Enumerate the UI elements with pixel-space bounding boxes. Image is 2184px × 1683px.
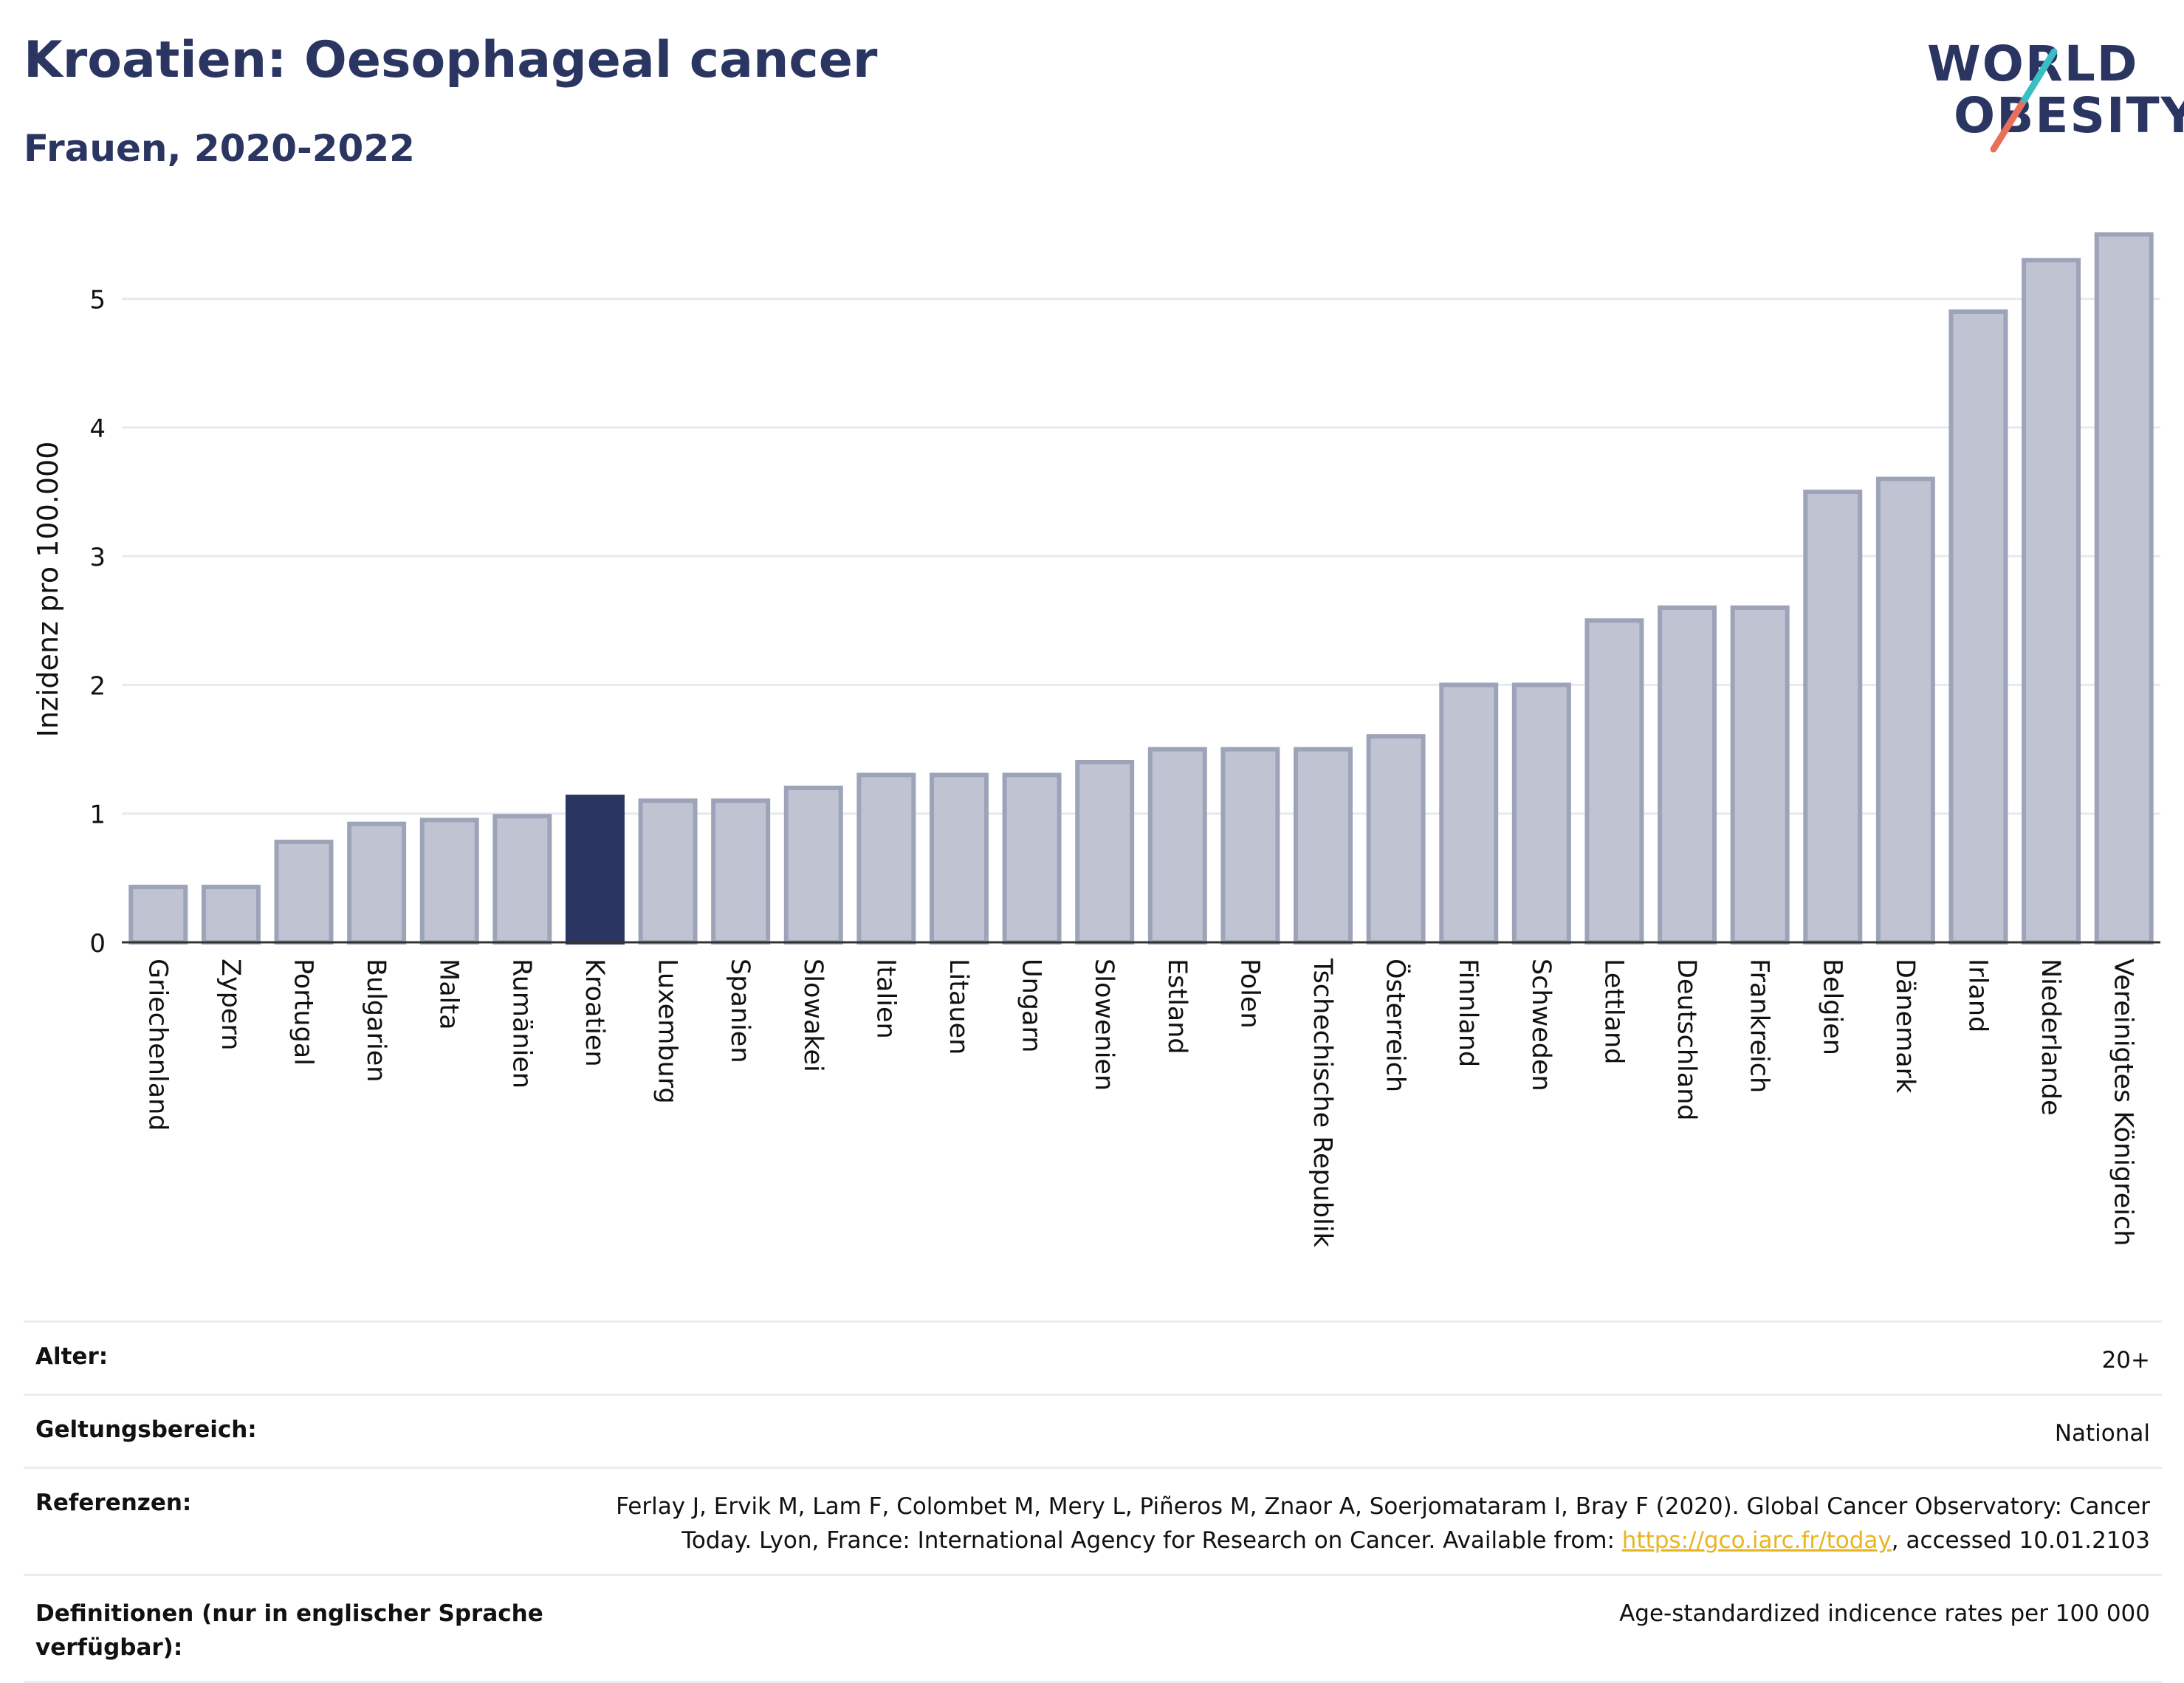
bar-slowakei [783, 785, 843, 945]
reference-line-2: Today. Lyon, France: International Agenc… [405, 1523, 2150, 1557]
x-tick-label: Slowenien [1089, 959, 1119, 1091]
bar-kroatien [565, 795, 625, 945]
bar-finnland [1439, 682, 1499, 945]
y-tick-label: 2 [89, 671, 106, 701]
x-tick-label: Österreich [1381, 959, 1412, 1092]
x-tick-label: Vereinigtes Königreich [2109, 959, 2138, 1246]
meta-row-references: Referenzen: Ferlay J, Ervik M, Lam F, Co… [24, 1467, 2162, 1574]
meta-value-age: 20+ [2101, 1347, 2150, 1374]
world-obesity-logo: WORLD OBESITY [1927, 30, 2184, 162]
x-tick-label: Italien [870, 959, 900, 1039]
bar-tschechische-republik [1294, 747, 1353, 945]
x-tick-label: Estland [1162, 959, 1192, 1055]
bar-malta [419, 817, 479, 945]
bar-griechenland [128, 885, 188, 945]
bar-schweden [1511, 682, 1571, 945]
bar-polen [1220, 747, 1280, 945]
bar-bulgarien [347, 821, 407, 945]
bar-niederlande [2022, 258, 2081, 945]
x-tick-label: Dänemark [1890, 959, 1920, 1094]
x-tick-label: Polen [1234, 959, 1264, 1029]
reference-link[interactable]: https://gco.iarc.fr/today [1621, 1527, 1892, 1554]
bar-rumänien [492, 814, 552, 945]
x-tick-label: Finnland [1453, 959, 1483, 1067]
x-tick-label: Portugal [289, 959, 318, 1066]
chart-subtitle: Frauen, 2020-2022 [24, 127, 415, 170]
meta-value-scope: National [2054, 1420, 2150, 1447]
reference-text: Today. Lyon, France: International Agenc… [681, 1527, 1622, 1554]
y-tick-label: 5 [89, 286, 106, 315]
bar-slowenien [1075, 760, 1135, 945]
x-tick-label: Slowakei [798, 959, 828, 1072]
logo-text-obesity: OBESITY [1954, 87, 2184, 144]
bar-zypern [201, 885, 261, 945]
x-tick-label: Lettland [1598, 959, 1628, 1064]
x-tick-label: Rumänien [506, 959, 536, 1089]
bar-spanien [711, 798, 771, 945]
y-axis-label: Inzidenz pro 100.000 [32, 442, 64, 738]
meta-label-scope: Geltungsbereich: [35, 1416, 257, 1443]
bar-portugal [274, 840, 334, 945]
x-tick-label: Kroatien [580, 959, 609, 1067]
x-tick-label: Luxemburg [653, 959, 682, 1104]
x-tick-label: Griechenland [142, 959, 172, 1131]
bar-estland [1147, 747, 1207, 945]
x-tick-label: Deutschland [1672, 959, 1701, 1121]
meta-row-definitions: Definitionen (nur in englischer Sprache … [24, 1574, 2162, 1683]
reference-line-1: Ferlay J, Ervik M, Lam F, Colombet M, Me… [616, 1493, 2150, 1520]
meta-label-definitions: Definitionen (nur in englischer Sprache … [35, 1600, 543, 1661]
reference-accessed: , accessed 10.01.2103 [1891, 1527, 2150, 1554]
bar-belgien [1803, 490, 1863, 945]
x-tick-label: Irland [1962, 959, 1992, 1032]
x-tick-label: Bulgarien [361, 959, 391, 1082]
metadata-table: Alter: 20+ Geltungsbereich: National Ref… [24, 1320, 2162, 1683]
meta-label-age: Alter: [35, 1343, 109, 1370]
chart-title: Kroatien: Oesophageal cancer [24, 31, 878, 89]
bar-ungarn [1002, 772, 1062, 945]
bar-vereinigtes-königreich [2094, 232, 2154, 945]
y-tick-label: 4 [89, 414, 106, 444]
x-tick-label: Ungarn [1017, 959, 1046, 1052]
meta-label-references: Referenzen: [35, 1490, 192, 1516]
bar-lettland [1584, 618, 1644, 945]
x-tick-label: Tschechische Republik [1308, 958, 1337, 1248]
logo-slash-icon [1990, 48, 2058, 153]
bar-dänemark [1875, 476, 1935, 945]
y-tick-label: 3 [89, 543, 106, 572]
x-tick-label: Frankreich [1745, 959, 1774, 1093]
x-tick-label: Zypern [216, 959, 245, 1050]
bar-frankreich [1730, 605, 1790, 945]
x-tick-label: Spanien [725, 959, 755, 1063]
bar-irland [1948, 309, 2008, 945]
x-tick-label: Litauen [944, 959, 973, 1055]
x-tick-label: Belgien [1817, 959, 1847, 1055]
meta-row-age: Alter: 20+ [24, 1320, 2162, 1394]
y-tick-label: 1 [89, 801, 106, 830]
bar-luxemburg [638, 798, 698, 945]
meta-row-scope: Geltungsbereich: National [24, 1394, 2162, 1467]
x-tick-label: Malta [434, 959, 464, 1030]
meta-value-references: Ferlay J, Ervik M, Lam F, Colombet M, Me… [405, 1490, 2150, 1557]
bar-deutschland [1658, 605, 1717, 945]
y-tick-label: 0 [89, 929, 106, 959]
x-tick-label: Schweden [1526, 959, 1556, 1091]
x-tick-label: Niederlande [2036, 959, 2065, 1116]
bar-österreich [1366, 734, 1426, 945]
meta-value-definitions: Age-standardized indicence rates per 100… [1619, 1600, 2150, 1627]
bar-chart: 0 1 2 3 4 5 Inzidenz pro 100.000 Griechenland Zy… [32, 232, 2160, 1248]
bar-italien [856, 772, 916, 945]
bar-litauen [930, 772, 989, 945]
